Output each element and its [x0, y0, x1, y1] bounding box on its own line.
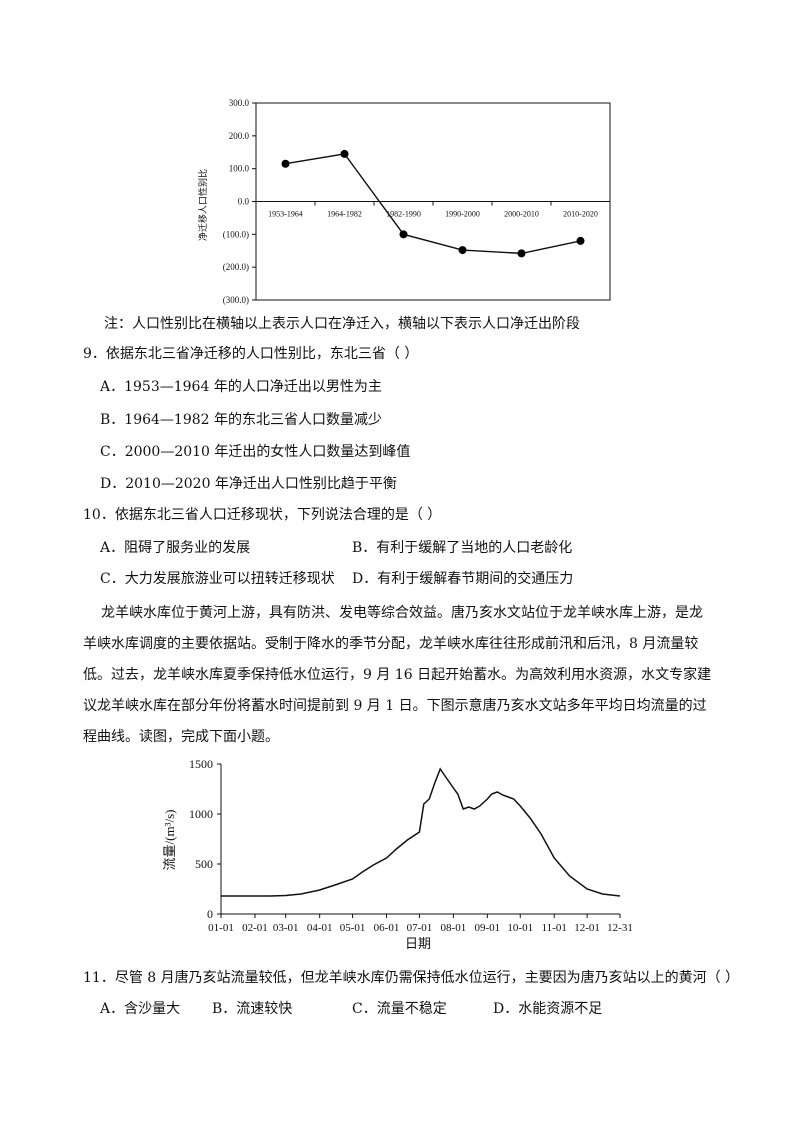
q10-stem: 10．依据东北三省人口迁移现状，下列说法合理的是（ ） — [83, 507, 442, 523]
q10-option-a: A．阻碍了服务业的发展 — [100, 540, 251, 556]
chart2-xtick-label: 01-01 — [208, 922, 234, 934]
chart2-ytick-label: 1000 — [189, 807, 213, 821]
chart1-data-point — [281, 159, 290, 168]
chart2-ylabel: 流量/(m³/s) — [162, 810, 177, 871]
chart2-ytick-label: 0 — [207, 907, 213, 921]
q11-option-c: C．流量不稳定 — [352, 1001, 447, 1017]
q10-option-d: D．有利于缓解春节期间的交通压力 — [352, 571, 574, 587]
chart2-xtick-label: 04-01 — [307, 922, 333, 934]
chart2-xtick-label: 06-01 — [374, 922, 400, 934]
chart1-data-point — [517, 249, 526, 258]
chart1-xtick-label: 1953-1964 — [268, 210, 303, 219]
chart2-xlabel: 日期 — [405, 936, 431, 951]
q10-option-b: B．有利于缓解了当地的人口老龄化 — [352, 540, 573, 556]
chart1-xticks: 1953-1964 1964-1982 1982-1990 1990-2000 2000… — [268, 201, 598, 219]
chart1-ytick-label: (100.0) — [223, 229, 249, 239]
q11-stem: 11．尽管 8 月唐乃亥站流量较低，但龙羊峡水库仍需保持低水位运行，主要因为唐乃… — [83, 970, 740, 986]
chart1-xtick-label: 1990-2000 — [445, 210, 480, 219]
chart1-note: 注：人口性别比在横轴以上表示人口在净迁入，横轴以下表示人口净迁出阶段 — [104, 316, 580, 332]
chart1-ytick-label: 300.0 — [229, 98, 250, 108]
chart1-ytick-label: (200.0) — [223, 262, 249, 272]
reading-passage: 龙羊峡水库位于黄河上游，具有防洪、发电等综合效益。唐乃亥水文站位于龙羊峡水库上游… — [83, 605, 712, 745]
chart1-data-point — [458, 246, 467, 255]
chart2-xtick-label: 12-31 — [607, 922, 633, 934]
q11-option-a: A．含沙量大 — [100, 1001, 181, 1017]
q11-option-d: D．水能资源不足 — [493, 1001, 603, 1017]
chart1-data-point — [576, 236, 585, 245]
chart1-data-point — [399, 230, 408, 239]
chart2-series-line — [221, 767, 621, 897]
chart2-xtick-label: 05-01 — [340, 922, 366, 934]
chart1-ylabel: 净迁移人口性别比 — [197, 169, 209, 241]
chart2-xtick-label: 12-01 — [574, 922, 600, 934]
q10-option-c: C．大力发展旅游业可以扭转迁移现状 — [100, 571, 335, 587]
flow-chart: 1500 1000 500 0 01-01 02-01 03-01 04-01 05-01 06… — [162, 757, 633, 951]
chart1-xtick-label: 1964-1982 — [327, 210, 362, 219]
chart1-xtick-label: 2010-2020 — [563, 210, 598, 219]
q11-option-b: B．流速较快 — [212, 1001, 293, 1017]
chart2-xtick-label: 02-01 — [242, 922, 268, 934]
chart1-ytick-label: 100.0 — [229, 164, 250, 174]
q9-option-a: A．1953—1964 年的人口净迁出以男性为主 — [100, 379, 382, 395]
q9-option-b: B．1964—1982 年的东北三省人口数量减少 — [100, 412, 382, 428]
chart2-xtick-label: 03-01 — [273, 922, 299, 934]
q9-option-d: D．2010—2020 年净迁出人口性别比趋于平衡 — [100, 476, 397, 492]
chart1-series-line — [285, 153, 581, 255]
chart2-xtick-label: 08-01 — [441, 922, 467, 934]
chart2-xtick-label: 10-01 — [507, 922, 533, 934]
chart1-xtick-label: 2000-2010 — [504, 210, 539, 219]
q9-option-c: C．2000—2010 年迁出的女性人口数量达到峰值 — [100, 444, 411, 460]
chart2-ytick-label: 1500 — [189, 757, 213, 771]
chart2-xtick-label: 09-01 — [475, 922, 501, 934]
chart1-ytick-label: (300.0) — [223, 295, 249, 305]
chart1-data-point — [340, 149, 349, 158]
chart2-xtick-label: 07-01 — [407, 922, 433, 934]
chart1-yticks: 300.0 200.0 100.0 0.0 (100.0) (200.0) (300.0) — [223, 98, 256, 305]
sex-ratio-chart: 300.0200.0100.00.0(100.0)(200.0)(300.0) … — [197, 98, 611, 305]
chart1-ytick-label: 200.0 — [229, 131, 250, 141]
chart1-ytick-label: 0.0 — [238, 197, 250, 207]
chart2-xtick-label: 11-01 — [542, 922, 567, 934]
chart2-ytick-label: 500 — [195, 857, 213, 871]
q9-stem: 9．依据东北三省净迁移的人口性别比，东北三省（ ） — [83, 346, 419, 362]
chart1-xtick-label: 1982-1990 — [386, 210, 421, 219]
